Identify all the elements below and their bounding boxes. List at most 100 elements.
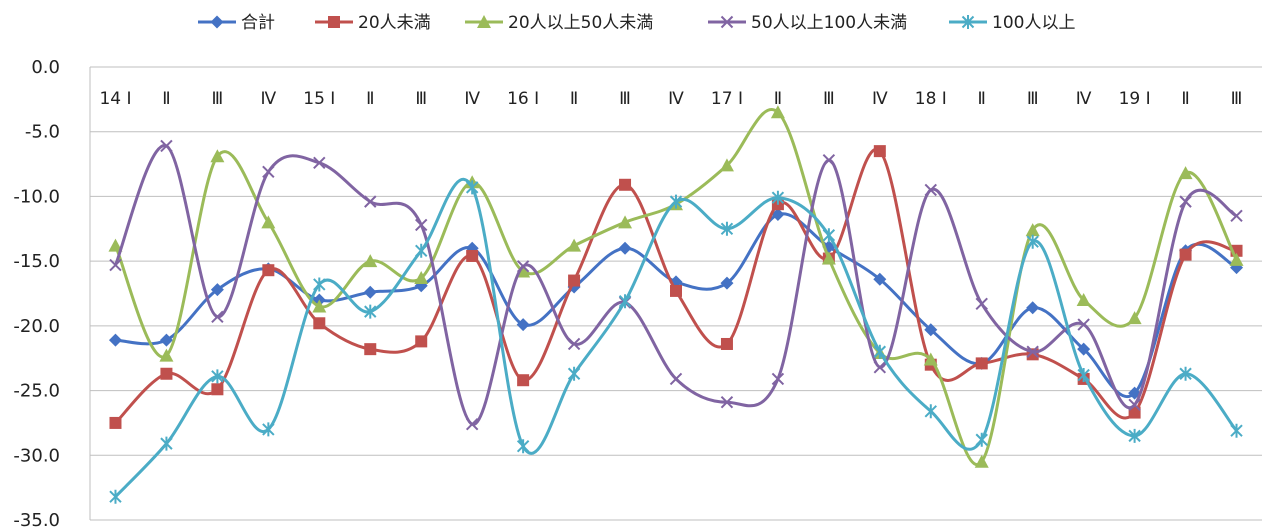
data-point (1229, 252, 1244, 266)
data-point (1230, 423, 1243, 438)
x-tick-label: Ⅱ (978, 89, 986, 109)
data-point (160, 139, 173, 153)
legend-marker (477, 15, 491, 28)
data-point (108, 238, 123, 252)
data-point (312, 299, 327, 313)
series-4 (109, 139, 1243, 431)
legend-label: 合計 (241, 13, 275, 33)
data-point (211, 310, 224, 324)
x-tick-label: Ⅱ (162, 89, 170, 109)
series-line (114, 177, 1238, 498)
data-point (159, 333, 173, 347)
x-tick-label: 18 Ⅰ (915, 89, 947, 109)
data-point (567, 366, 581, 381)
data-point (771, 208, 785, 222)
data-point (211, 383, 224, 396)
data-point (873, 145, 886, 158)
data-point (669, 194, 683, 209)
legend-item: 50人以上100人未満 (708, 13, 907, 33)
data-point (1077, 368, 1090, 383)
data-point (975, 432, 988, 447)
data-point (1076, 292, 1091, 306)
legend-marker (210, 15, 224, 29)
data-point (364, 195, 377, 208)
series-2 (109, 145, 1243, 429)
data-point (822, 228, 836, 243)
legend-label: 20人以上50人未満 (508, 13, 653, 33)
data-point (465, 180, 479, 195)
data-point (873, 344, 887, 359)
data-point (516, 439, 530, 454)
data-point (1128, 398, 1141, 412)
x-tick-label: Ⅳ (668, 89, 684, 109)
data-point (159, 348, 174, 362)
data-point (415, 218, 428, 232)
legend: 合計 20人未満 20人以上50人未満 50人以上100人未満 100人以上 (198, 13, 1075, 33)
data-point (313, 317, 326, 330)
x-tick-label: Ⅲ (823, 89, 835, 109)
x-tick-label: Ⅳ (464, 89, 480, 109)
data-point (618, 294, 632, 309)
y-tick-label: -25.0 (13, 381, 60, 402)
data-point (517, 374, 530, 387)
series-5 (109, 177, 1243, 504)
data-point (415, 243, 428, 258)
x-tick-label: Ⅱ (366, 89, 374, 109)
x-tick-label: 17 Ⅰ (711, 89, 743, 109)
data-point (160, 436, 173, 451)
y-tick-label: -5.0 (25, 122, 60, 143)
data-point (1178, 166, 1193, 180)
data-point (516, 260, 530, 273)
y-tick-label: 0.0 (31, 57, 60, 78)
x-axis: 14 Ⅰ Ⅱ Ⅲ Ⅳ 15 Ⅰ Ⅱ Ⅲ Ⅳ 16 Ⅰ Ⅱ Ⅲ Ⅳ 17 Ⅰ Ⅱ Ⅲ Ⅳ 18 Ⅰ Ⅱ Ⅲ Ⅳ 19 Ⅰ Ⅱ… (99, 89, 1242, 109)
data-point (465, 418, 479, 431)
x-tick-label: Ⅱ (570, 89, 578, 109)
data-point (313, 156, 326, 169)
x-tick-label: Ⅳ (260, 89, 276, 109)
data-point (364, 304, 377, 319)
data-point (262, 165, 275, 179)
data-point (1026, 301, 1040, 315)
legend-marker (328, 16, 340, 28)
x-tick-label: Ⅲ (415, 89, 427, 109)
data-point (720, 337, 733, 350)
y-tick-label: -15.0 (13, 251, 60, 272)
x-tick-label: 15 Ⅰ (303, 89, 335, 109)
x-tick-label: Ⅲ (1027, 89, 1039, 109)
legend-item: 100人以上 (949, 13, 1075, 33)
data-point (160, 367, 173, 380)
data-point (414, 270, 429, 284)
data-point (670, 284, 682, 297)
y-tick-label: -20.0 (13, 316, 60, 337)
data-point (924, 404, 937, 419)
data-point (415, 335, 428, 348)
data-point (720, 221, 734, 236)
data-point (313, 277, 326, 292)
data-point (567, 337, 581, 351)
data-point (821, 251, 836, 265)
series-line (114, 108, 1238, 467)
data-point (1128, 428, 1141, 443)
data-point (262, 422, 275, 437)
legend-item: 合計 (198, 13, 275, 33)
data-point (1179, 195, 1192, 208)
legend-label: 100人以上 (992, 13, 1075, 33)
x-tick-label: Ⅱ (1181, 89, 1189, 109)
data-point (1179, 366, 1192, 381)
data-point (364, 343, 377, 356)
data-point (1077, 318, 1090, 331)
x-tick-label: Ⅲ (212, 89, 224, 109)
data-point (669, 372, 683, 386)
legend-label: 50人以上100人未満 (751, 13, 907, 33)
y-tick-label: -35.0 (13, 510, 60, 531)
data-point (109, 416, 122, 429)
data-point (516, 318, 530, 332)
y-tick-label: -10.0 (13, 186, 60, 207)
data-point (770, 105, 785, 119)
data-point (822, 153, 836, 167)
legend-marker (961, 15, 975, 29)
data-point (210, 283, 224, 297)
data-point (1230, 209, 1243, 223)
data-point (720, 396, 734, 409)
